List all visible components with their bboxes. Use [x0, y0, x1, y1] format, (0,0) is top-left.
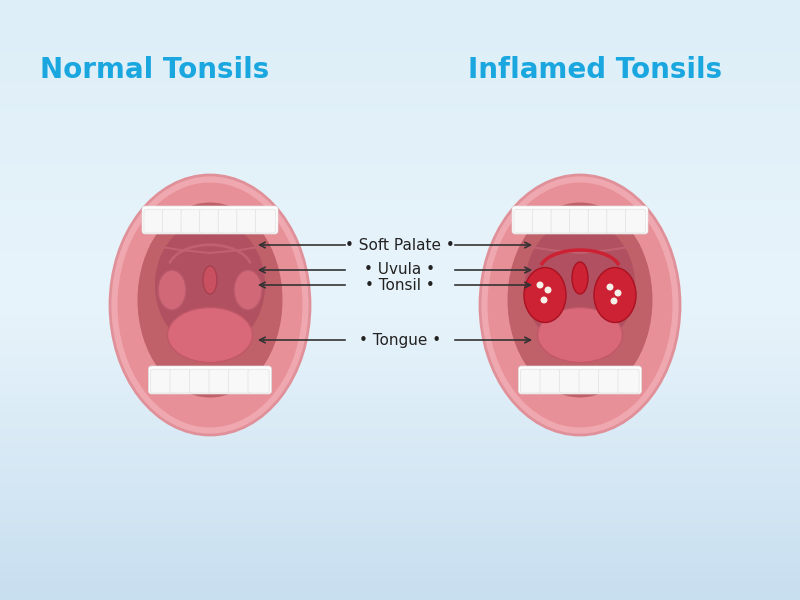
- Text: • Soft Palate •: • Soft Palate •: [345, 238, 455, 253]
- Ellipse shape: [234, 270, 262, 310]
- FancyBboxPatch shape: [255, 209, 276, 233]
- FancyBboxPatch shape: [162, 209, 183, 233]
- Ellipse shape: [525, 220, 635, 350]
- Ellipse shape: [572, 262, 588, 294]
- FancyBboxPatch shape: [190, 369, 210, 393]
- Text: Inflamed Tonsils: Inflamed Tonsils: [468, 56, 722, 84]
- Ellipse shape: [541, 296, 547, 304]
- Ellipse shape: [614, 289, 622, 296]
- Text: Normal Tonsils: Normal Tonsils: [40, 56, 270, 84]
- FancyBboxPatch shape: [606, 209, 627, 233]
- Ellipse shape: [118, 182, 302, 427]
- FancyBboxPatch shape: [570, 209, 590, 233]
- FancyBboxPatch shape: [518, 366, 642, 394]
- FancyBboxPatch shape: [540, 369, 561, 393]
- Ellipse shape: [158, 270, 186, 310]
- Ellipse shape: [507, 202, 653, 397]
- Ellipse shape: [524, 268, 566, 323]
- Ellipse shape: [167, 307, 253, 362]
- Ellipse shape: [545, 286, 551, 293]
- Ellipse shape: [138, 202, 282, 397]
- FancyBboxPatch shape: [618, 369, 639, 393]
- FancyBboxPatch shape: [142, 206, 278, 234]
- FancyBboxPatch shape: [579, 369, 600, 393]
- FancyBboxPatch shape: [149, 366, 271, 394]
- Ellipse shape: [487, 182, 673, 427]
- FancyBboxPatch shape: [237, 209, 257, 233]
- FancyBboxPatch shape: [533, 209, 553, 233]
- Ellipse shape: [110, 175, 310, 435]
- FancyBboxPatch shape: [248, 369, 269, 393]
- FancyBboxPatch shape: [521, 369, 542, 393]
- Ellipse shape: [537, 281, 543, 289]
- Ellipse shape: [155, 220, 265, 350]
- FancyBboxPatch shape: [181, 209, 202, 233]
- FancyBboxPatch shape: [218, 209, 238, 233]
- FancyBboxPatch shape: [551, 209, 571, 233]
- FancyBboxPatch shape: [200, 209, 220, 233]
- FancyBboxPatch shape: [588, 209, 609, 233]
- FancyBboxPatch shape: [598, 369, 620, 393]
- FancyBboxPatch shape: [144, 209, 164, 233]
- FancyBboxPatch shape: [170, 369, 191, 393]
- FancyBboxPatch shape: [559, 369, 581, 393]
- Ellipse shape: [594, 268, 636, 323]
- Ellipse shape: [538, 307, 622, 362]
- Ellipse shape: [610, 298, 618, 304]
- FancyBboxPatch shape: [514, 209, 534, 233]
- Text: • Tongue •: • Tongue •: [359, 332, 441, 347]
- FancyBboxPatch shape: [209, 369, 230, 393]
- Ellipse shape: [480, 175, 680, 435]
- Ellipse shape: [203, 266, 217, 294]
- FancyBboxPatch shape: [229, 369, 250, 393]
- FancyBboxPatch shape: [512, 206, 648, 234]
- FancyBboxPatch shape: [150, 369, 172, 393]
- Ellipse shape: [606, 283, 614, 290]
- FancyBboxPatch shape: [626, 209, 646, 233]
- Text: • Uvula •: • Uvula •: [365, 263, 435, 277]
- Text: • Tonsil •: • Tonsil •: [365, 277, 435, 292]
